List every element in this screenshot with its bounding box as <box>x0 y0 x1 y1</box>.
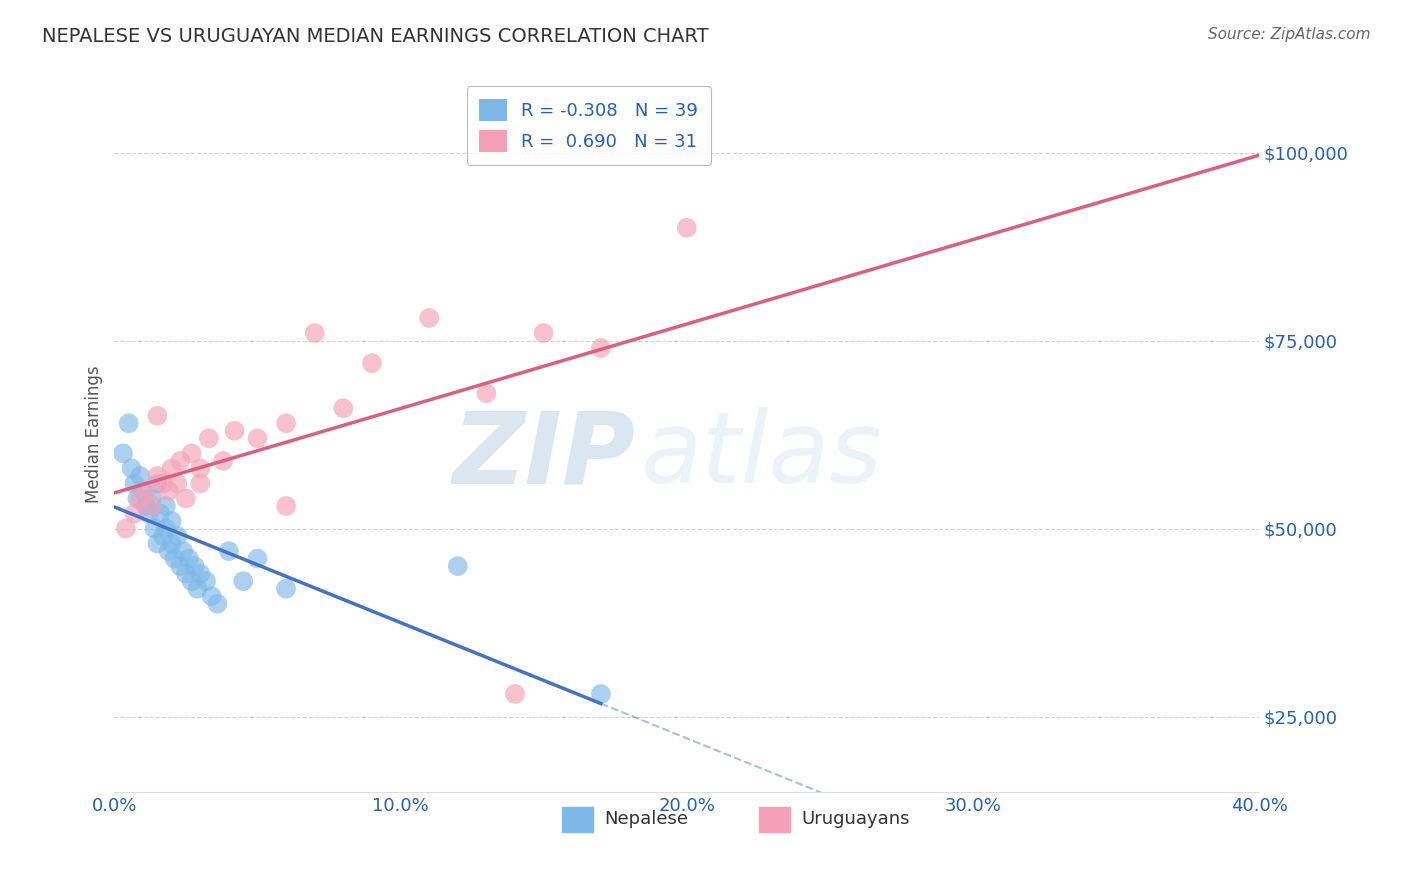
Point <box>418 311 440 326</box>
Point <box>141 491 163 506</box>
Point <box>174 491 197 506</box>
Text: ZIP: ZIP <box>453 408 636 505</box>
Point <box>169 454 191 468</box>
Text: Nepalese: Nepalese <box>605 810 689 829</box>
Point <box>332 401 354 416</box>
Point <box>135 483 157 498</box>
Point <box>177 551 200 566</box>
Point <box>475 386 498 401</box>
Point <box>224 424 246 438</box>
Point <box>135 499 157 513</box>
Point <box>183 559 205 574</box>
Point <box>589 687 612 701</box>
Point <box>157 483 180 498</box>
Point <box>146 536 169 550</box>
Point <box>141 499 163 513</box>
Point <box>274 582 297 596</box>
Point <box>304 326 326 340</box>
Point <box>174 566 197 581</box>
Point <box>188 461 211 475</box>
Point <box>169 559 191 574</box>
Point <box>160 536 183 550</box>
Point <box>533 326 555 340</box>
Text: Uruguayans: Uruguayans <box>801 810 910 829</box>
Point <box>232 574 254 589</box>
Point <box>166 529 188 543</box>
Y-axis label: Median Earnings: Median Earnings <box>86 366 103 503</box>
Point <box>146 476 169 491</box>
Point <box>129 491 152 506</box>
Legend: R = -0.308   N = 39, R =  0.690   N = 31: R = -0.308 N = 39, R = 0.690 N = 31 <box>467 87 710 165</box>
Point <box>274 417 297 431</box>
Point <box>155 499 177 513</box>
Point <box>146 469 169 483</box>
Point <box>361 356 384 370</box>
Point <box>201 589 224 603</box>
Point <box>447 559 470 574</box>
Point <box>180 574 202 589</box>
Point <box>180 446 202 460</box>
Point <box>207 597 229 611</box>
Point <box>195 574 218 589</box>
Text: Source: ZipAtlas.com: Source: ZipAtlas.com <box>1208 27 1371 42</box>
Point <box>188 476 211 491</box>
Point <box>143 522 166 536</box>
Point <box>124 507 146 521</box>
Point <box>149 507 172 521</box>
Point <box>160 461 183 475</box>
Point <box>129 469 152 483</box>
Point <box>111 446 134 460</box>
Point <box>152 476 174 491</box>
Text: atlas: atlas <box>641 408 883 505</box>
Point <box>186 582 208 596</box>
Point <box>157 544 180 558</box>
Point <box>246 431 269 445</box>
Point <box>218 544 240 558</box>
Point <box>246 551 269 566</box>
Point <box>132 483 155 498</box>
Point <box>127 491 149 506</box>
Point <box>675 220 697 235</box>
Point <box>589 341 612 355</box>
Point <box>198 431 221 445</box>
Point <box>115 522 138 536</box>
Point <box>166 476 188 491</box>
Point <box>118 417 141 431</box>
Point <box>155 522 177 536</box>
Point <box>188 566 211 581</box>
Point <box>503 687 526 701</box>
Point <box>172 544 194 558</box>
Point <box>146 409 169 423</box>
Point <box>212 454 235 468</box>
Point <box>138 507 160 521</box>
Point <box>163 551 186 566</box>
Point <box>274 499 297 513</box>
Point <box>160 514 183 528</box>
Text: NEPALESE VS URUGUAYAN MEDIAN EARNINGS CORRELATION CHART: NEPALESE VS URUGUAYAN MEDIAN EARNINGS CO… <box>42 27 709 45</box>
Point <box>124 476 146 491</box>
Point <box>121 461 143 475</box>
Point <box>152 529 174 543</box>
